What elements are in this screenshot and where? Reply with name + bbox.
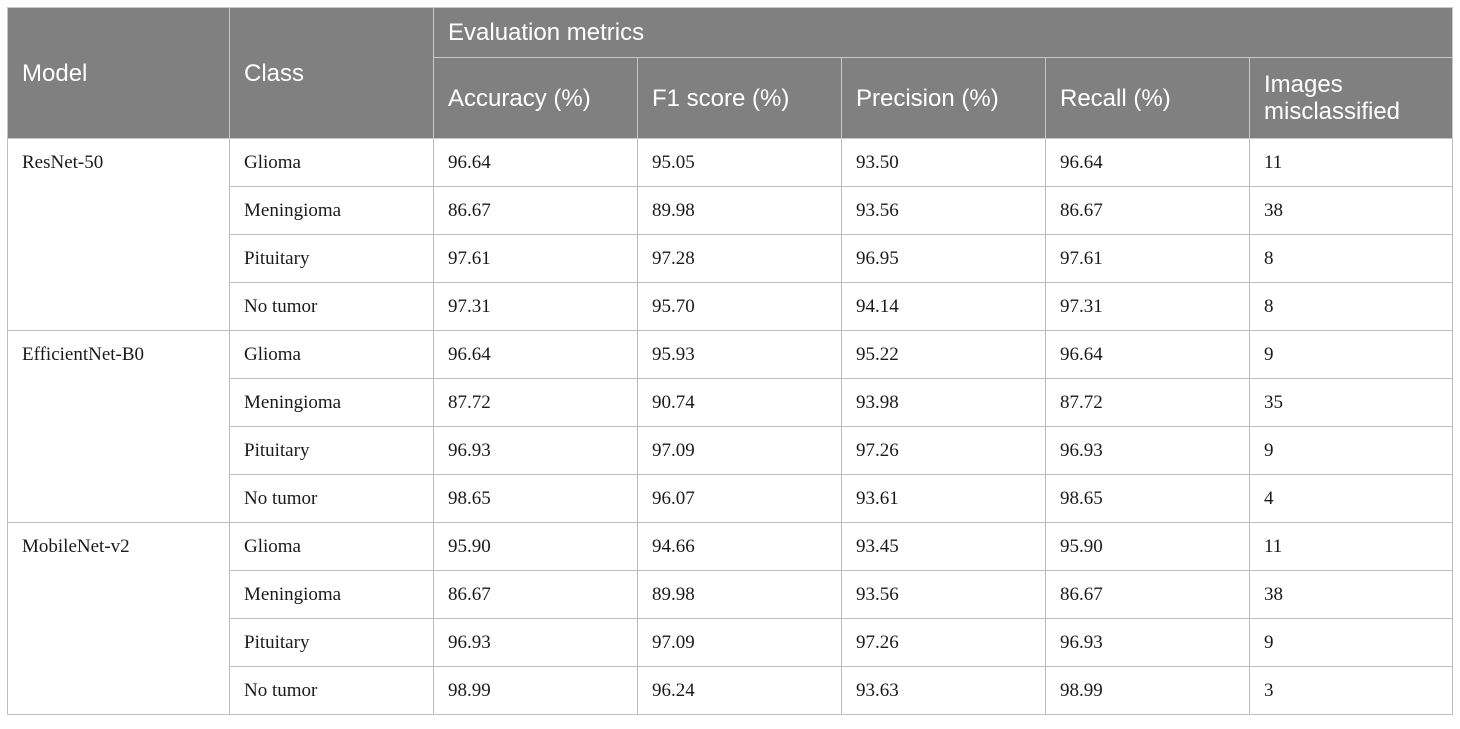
f1-score-cell: 90.74 bbox=[637, 378, 842, 427]
class-cell: No tumor bbox=[229, 282, 434, 331]
accuracy-cell: 86.67 bbox=[433, 186, 638, 235]
precision-cell: 93.61 bbox=[841, 474, 1046, 523]
table-row: Meningioma 87.72 90.74 93.98 87.72 35 bbox=[8, 378, 1454, 427]
accuracy-cell: 87.72 bbox=[433, 378, 638, 427]
f1-score-cell: 94.66 bbox=[637, 522, 842, 571]
precision-cell: 93.56 bbox=[841, 570, 1046, 619]
misclassified-cell: 35 bbox=[1248, 378, 1454, 427]
class-cell: No tumor bbox=[229, 666, 434, 715]
recall-cell: 86.67 bbox=[1045, 570, 1250, 619]
misclassified-cell: 4 bbox=[1248, 474, 1454, 523]
class-cell: Pituitary bbox=[229, 426, 434, 475]
header-f1-score: F1 score (%) bbox=[637, 57, 842, 139]
recall-cell: 86.67 bbox=[1045, 186, 1250, 235]
accuracy-cell: 95.90 bbox=[433, 522, 638, 571]
f1-score-cell: 95.70 bbox=[637, 282, 842, 331]
table-row: Pituitary 96.93 97.09 97.26 96.93 9 bbox=[8, 618, 1454, 667]
f1-score-cell: 89.98 bbox=[637, 570, 842, 619]
f1-score-cell: 89.98 bbox=[637, 186, 842, 235]
accuracy-cell: 98.65 bbox=[433, 474, 638, 523]
accuracy-cell: 98.99 bbox=[433, 666, 638, 715]
precision-cell: 93.56 bbox=[841, 186, 1046, 235]
misclassified-cell: 9 bbox=[1248, 330, 1454, 379]
table-body: ResNet-50 Glioma 96.64 95.05 93.50 96.64 11 Men… bbox=[7, 138, 1454, 715]
accuracy-cell: 86.67 bbox=[433, 570, 638, 619]
class-cell: Glioma bbox=[229, 330, 434, 379]
accuracy-cell: 96.64 bbox=[433, 330, 638, 379]
class-cell: Pituitary bbox=[229, 234, 434, 283]
class-cell: Meningioma bbox=[229, 378, 434, 427]
misclassified-cell: 3 bbox=[1248, 666, 1454, 715]
header-class: Class bbox=[229, 7, 434, 139]
precision-cell: 97.26 bbox=[841, 426, 1046, 475]
accuracy-cell: 96.64 bbox=[433, 138, 638, 187]
class-cell: Meningioma bbox=[229, 570, 434, 619]
misclassified-cell: 9 bbox=[1248, 426, 1454, 475]
misclassified-cell: 38 bbox=[1248, 570, 1454, 619]
accuracy-cell: 96.93 bbox=[433, 618, 638, 667]
recall-cell: 96.64 bbox=[1045, 330, 1250, 379]
f1-score-cell: 97.09 bbox=[637, 618, 842, 667]
recall-cell: 96.64 bbox=[1045, 138, 1250, 187]
f1-score-cell: 95.93 bbox=[637, 330, 842, 379]
table-row: Pituitary 97.61 97.28 96.95 97.61 8 bbox=[8, 234, 1454, 283]
table-row: MobileNet-v2 Glioma 95.90 94.66 93.45 95.90 11 bbox=[7, 522, 1454, 715]
table-row: Meningioma 86.67 89.98 93.56 86.67 38 bbox=[8, 186, 1454, 235]
recall-cell: 98.65 bbox=[1045, 474, 1250, 523]
model-cell: MobileNet-v2 bbox=[7, 522, 230, 715]
class-cell: Glioma bbox=[229, 138, 434, 187]
misclassified-cell: 38 bbox=[1248, 186, 1454, 235]
class-cell: Pituitary bbox=[229, 618, 434, 667]
precision-cell: 93.50 bbox=[841, 138, 1046, 187]
header-model: Model bbox=[7, 7, 230, 139]
class-cell: Glioma bbox=[229, 522, 434, 571]
class-cell: Meningioma bbox=[229, 186, 434, 235]
f1-score-cell: 95.05 bbox=[637, 138, 842, 187]
recall-cell: 95.90 bbox=[1045, 522, 1250, 571]
model-cell: EfficientNet-B0 bbox=[7, 330, 230, 523]
precision-cell: 93.98 bbox=[841, 378, 1046, 427]
precision-cell: 94.14 bbox=[841, 282, 1046, 331]
header-evaluation-metrics: Evaluation metrics bbox=[432, 7, 1454, 58]
misclassified-cell: 9 bbox=[1248, 618, 1454, 667]
recall-cell: 96.93 bbox=[1045, 426, 1250, 475]
recall-cell: 98.99 bbox=[1045, 666, 1250, 715]
recall-cell: 97.61 bbox=[1045, 234, 1250, 283]
accuracy-cell: 97.31 bbox=[433, 282, 638, 331]
header-images-misclassified: Images misclassified bbox=[1248, 57, 1454, 139]
f1-score-cell: 96.07 bbox=[637, 474, 842, 523]
precision-cell: 96.95 bbox=[841, 234, 1046, 283]
precision-cell: 93.63 bbox=[841, 666, 1046, 715]
precision-cell: 97.26 bbox=[841, 618, 1046, 667]
table-row: No tumor 98.99 96.24 93.63 98.99 3 bbox=[8, 666, 1454, 715]
table-row: EfficientNet-B0 Glioma 96.64 95.93 95.22 96.6… bbox=[7, 330, 1454, 523]
header-accuracy: Accuracy (%) bbox=[433, 57, 638, 139]
f1-score-cell: 96.24 bbox=[637, 666, 842, 715]
f1-score-cell: 97.09 bbox=[637, 426, 842, 475]
header-recall: Recall (%) bbox=[1045, 57, 1250, 139]
misclassified-cell: 8 bbox=[1248, 282, 1454, 331]
table-row: No tumor 98.65 96.07 93.61 98.65 4 bbox=[8, 474, 1454, 523]
precision-cell: 95.22 bbox=[841, 330, 1046, 379]
accuracy-cell: 97.61 bbox=[433, 234, 638, 283]
misclassified-cell: 8 bbox=[1248, 234, 1454, 283]
table-row: ResNet-50 Glioma 96.64 95.05 93.50 96.64 11 bbox=[7, 138, 1454, 331]
results-table: Model Class Evaluation metrics Accuracy … bbox=[7, 7, 1454, 715]
recall-cell: 97.31 bbox=[1045, 282, 1250, 331]
table-row: Meningioma 86.67 89.98 93.56 86.67 38 bbox=[8, 570, 1454, 619]
table-header: Model Class Evaluation metrics Accuracy … bbox=[7, 7, 1454, 139]
recall-cell: 87.72 bbox=[1045, 378, 1250, 427]
misclassified-cell: 11 bbox=[1248, 138, 1454, 187]
misclassified-cell: 11 bbox=[1248, 522, 1454, 571]
f1-score-cell: 97.28 bbox=[637, 234, 842, 283]
class-cell: No tumor bbox=[229, 474, 434, 523]
model-cell: ResNet-50 bbox=[7, 138, 230, 331]
accuracy-cell: 96.93 bbox=[433, 426, 638, 475]
header-precision: Precision (%) bbox=[841, 57, 1046, 139]
precision-cell: 93.45 bbox=[841, 522, 1046, 571]
recall-cell: 96.93 bbox=[1045, 618, 1250, 667]
